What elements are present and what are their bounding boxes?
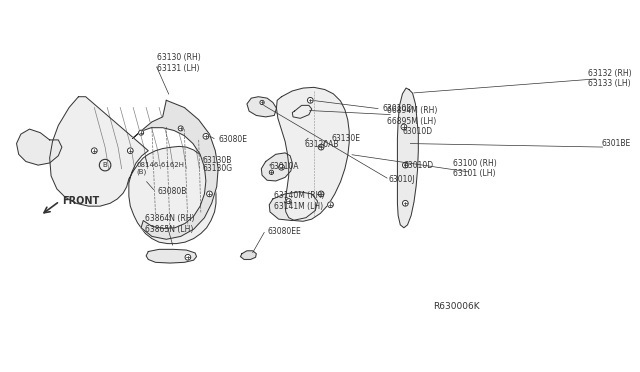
Text: 63130 (RH)
63131 (LH): 63130 (RH) 63131 (LH) [157, 53, 201, 73]
Circle shape [127, 148, 133, 154]
Text: FRONT: FRONT [62, 196, 99, 206]
Text: 66894M (RH)
66895M (LH): 66894M (RH) 66895M (LH) [387, 106, 437, 126]
Polygon shape [397, 88, 419, 228]
Text: 63864N (RH)
63865N (LH): 63864N (RH) 63865N (LH) [145, 215, 194, 234]
Polygon shape [132, 100, 218, 239]
Text: 63130G: 63130G [202, 164, 232, 173]
Circle shape [260, 100, 264, 105]
Text: 63010D: 63010D [382, 105, 412, 113]
Polygon shape [261, 153, 292, 181]
Circle shape [318, 191, 324, 197]
Text: 63120AB: 63120AB [305, 141, 339, 150]
Text: 63132 (RH)
63133 (LH): 63132 (RH) 63133 (LH) [588, 69, 631, 89]
Text: 63010J: 63010J [388, 175, 415, 184]
Circle shape [401, 124, 407, 130]
Text: 63130B: 63130B [202, 155, 232, 164]
Polygon shape [241, 251, 256, 259]
Circle shape [92, 148, 97, 154]
Text: 63080EE: 63080EE [267, 227, 301, 236]
Circle shape [278, 164, 284, 170]
Circle shape [185, 254, 191, 260]
Text: 63080E: 63080E [218, 135, 247, 144]
Polygon shape [276, 87, 349, 221]
Circle shape [328, 202, 333, 208]
Text: 63100 (RH)
63101 (LH): 63100 (RH) 63101 (LH) [453, 159, 497, 179]
Polygon shape [50, 97, 216, 244]
Circle shape [286, 199, 291, 203]
Text: 63010A: 63010A [269, 162, 299, 171]
Circle shape [203, 134, 209, 139]
Text: 08146-6162H
(B): 08146-6162H (B) [136, 162, 184, 176]
Text: 63130E: 63130E [332, 134, 361, 143]
Circle shape [318, 144, 324, 150]
Polygon shape [17, 129, 62, 165]
Circle shape [139, 130, 143, 135]
Text: 63010D: 63010D [404, 161, 434, 170]
Text: 63140M (RH)
63141M (LH): 63140M (RH) 63141M (LH) [275, 192, 324, 211]
Circle shape [403, 162, 408, 168]
Polygon shape [247, 97, 276, 117]
Circle shape [307, 97, 313, 103]
Circle shape [178, 126, 183, 131]
Text: B: B [103, 162, 108, 168]
Polygon shape [146, 249, 196, 263]
Text: 63010D: 63010D [403, 128, 433, 137]
Text: 63080B: 63080B [157, 187, 187, 196]
Text: 6301BE: 6301BE [602, 139, 631, 148]
Polygon shape [292, 105, 312, 118]
Polygon shape [269, 192, 317, 221]
Circle shape [403, 201, 408, 206]
Text: R630006K: R630006K [433, 302, 479, 311]
Circle shape [207, 191, 212, 197]
Circle shape [269, 170, 273, 174]
